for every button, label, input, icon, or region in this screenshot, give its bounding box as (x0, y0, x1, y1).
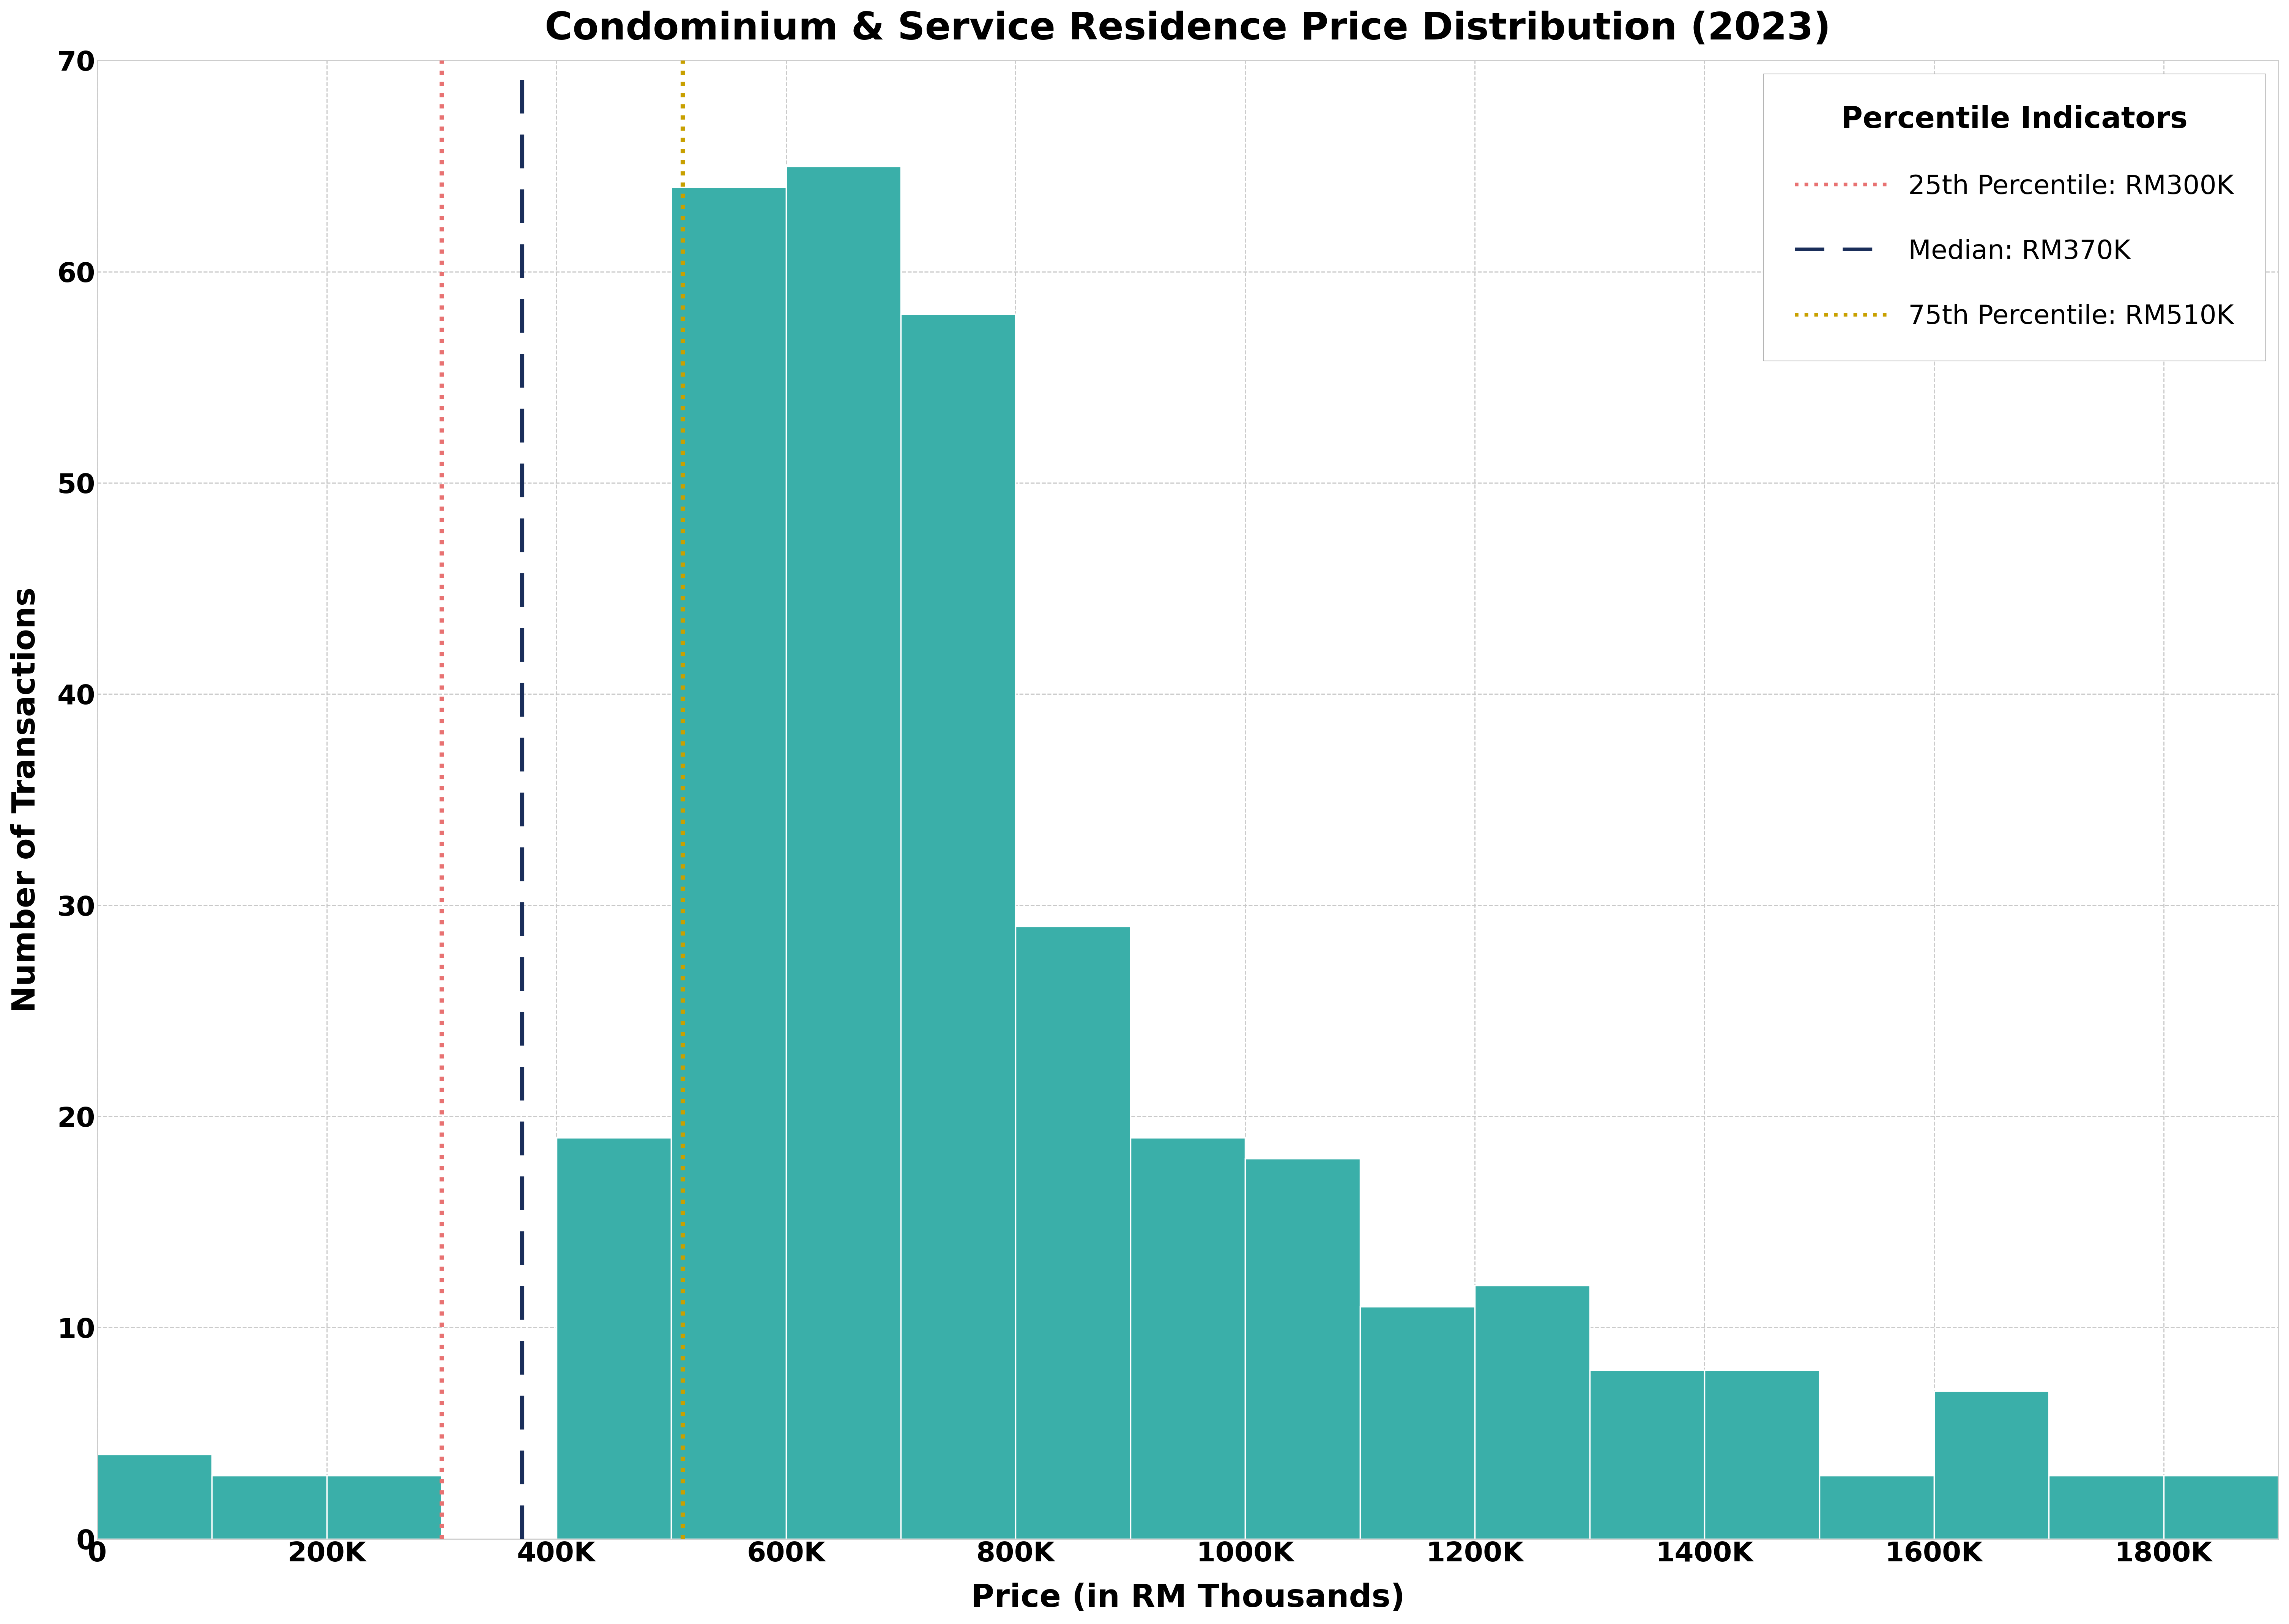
Bar (1705, 1371, 1820, 1540)
Bar (1934, 1392, 2049, 1540)
Bar (1820, 1476, 1934, 1540)
Title: Condominium & Service Residence Price Distribution (2023): Condominium & Service Residence Price Di… (545, 10, 1831, 47)
Bar (1016, 926, 1131, 1540)
X-axis label: Price (in RM Thousands): Price (in RM Thousands) (971, 1583, 1405, 1614)
Bar (1360, 1307, 1474, 1540)
Legend: 25th Percentile: RM300K, Median: RM370K, 75th Percentile: RM510K: 25th Percentile: RM300K, Median: RM370K,… (1763, 73, 2266, 361)
Bar (902, 313, 1016, 1540)
Bar (671, 187, 785, 1540)
Bar (785, 166, 902, 1540)
Bar (1245, 1158, 1360, 1540)
Bar (213, 1476, 327, 1540)
Bar (556, 1137, 671, 1540)
Y-axis label: Number of Transactions: Number of Transactions (11, 586, 41, 1012)
Bar (96, 1455, 213, 1540)
Bar (2049, 1476, 2163, 1540)
Bar (1131, 1137, 1245, 1540)
Bar (1589, 1371, 1705, 1540)
Bar (1474, 1286, 1589, 1540)
Bar (2278, 1455, 2289, 1540)
Bar (327, 1476, 442, 1540)
Bar (2163, 1476, 2278, 1540)
